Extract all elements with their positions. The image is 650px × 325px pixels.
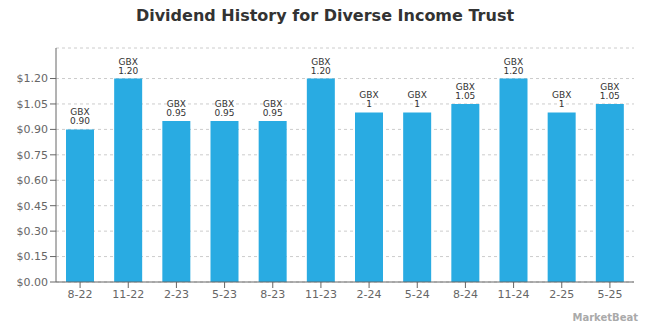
svg-text:GBX1: GBX1 [359,90,378,109]
svg-text:8-22: 8-22 [68,288,93,301]
svg-text:GBX1.20: GBX1.20 [118,57,138,76]
svg-text:8-24: 8-24 [453,288,478,301]
svg-text:GBX0.95: GBX0.95 [166,99,186,118]
html-text:Dividend History for Diverse I: Dividend History for Diverse Income Trus… [135,6,515,25]
svg-text:$1.05: $1.05 [17,98,49,111]
svg-text:2-23: 2-23 [164,288,189,301]
svg-text:$0.75: $0.75 [17,149,49,162]
svg-text:GBX1: GBX1 [408,90,427,109]
svg-text:5-25: 5-25 [597,288,622,301]
svg-text:$0.15: $0.15 [17,250,49,263]
svg-text:2-24: 2-24 [357,288,382,301]
svg-text:GBX0.95: GBX0.95 [214,99,234,118]
svg-text:$1.20: $1.20 [17,72,49,85]
svg-text:GBX1.05: GBX1.05 [455,82,475,101]
svg-text:$0.30: $0.30 [17,225,49,238]
html-text:MarketBeat: MarketBeat [572,312,638,323]
svg-text:GBX1.05: GBX1.05 [600,82,620,101]
svg-text:11-22: 11-22 [112,288,144,301]
svg-text:GBX1: GBX1 [552,90,571,109]
svg-text:11-23: 11-23 [305,288,337,301]
svg-text:GBX0.90: GBX0.90 [70,107,90,126]
svg-text:8-23: 8-23 [260,288,285,301]
svg-text:2-25: 2-25 [549,288,574,301]
svg-text:11-24: 11-24 [498,288,530,301]
svg-text:$0.00: $0.00 [17,276,49,289]
svg-text:5-23: 5-23 [212,288,237,301]
svg-text:GBX1.20: GBX1.20 [503,57,523,76]
svg-text:GBX1.20: GBX1.20 [311,57,331,76]
svg-text:$0.45: $0.45 [17,200,49,213]
svg-text:5-24: 5-24 [405,288,430,301]
svg-text:$0.90: $0.90 [17,123,49,136]
svg-text:GBX0.95: GBX0.95 [263,99,283,118]
svg-text:$0.60: $0.60 [17,174,49,187]
